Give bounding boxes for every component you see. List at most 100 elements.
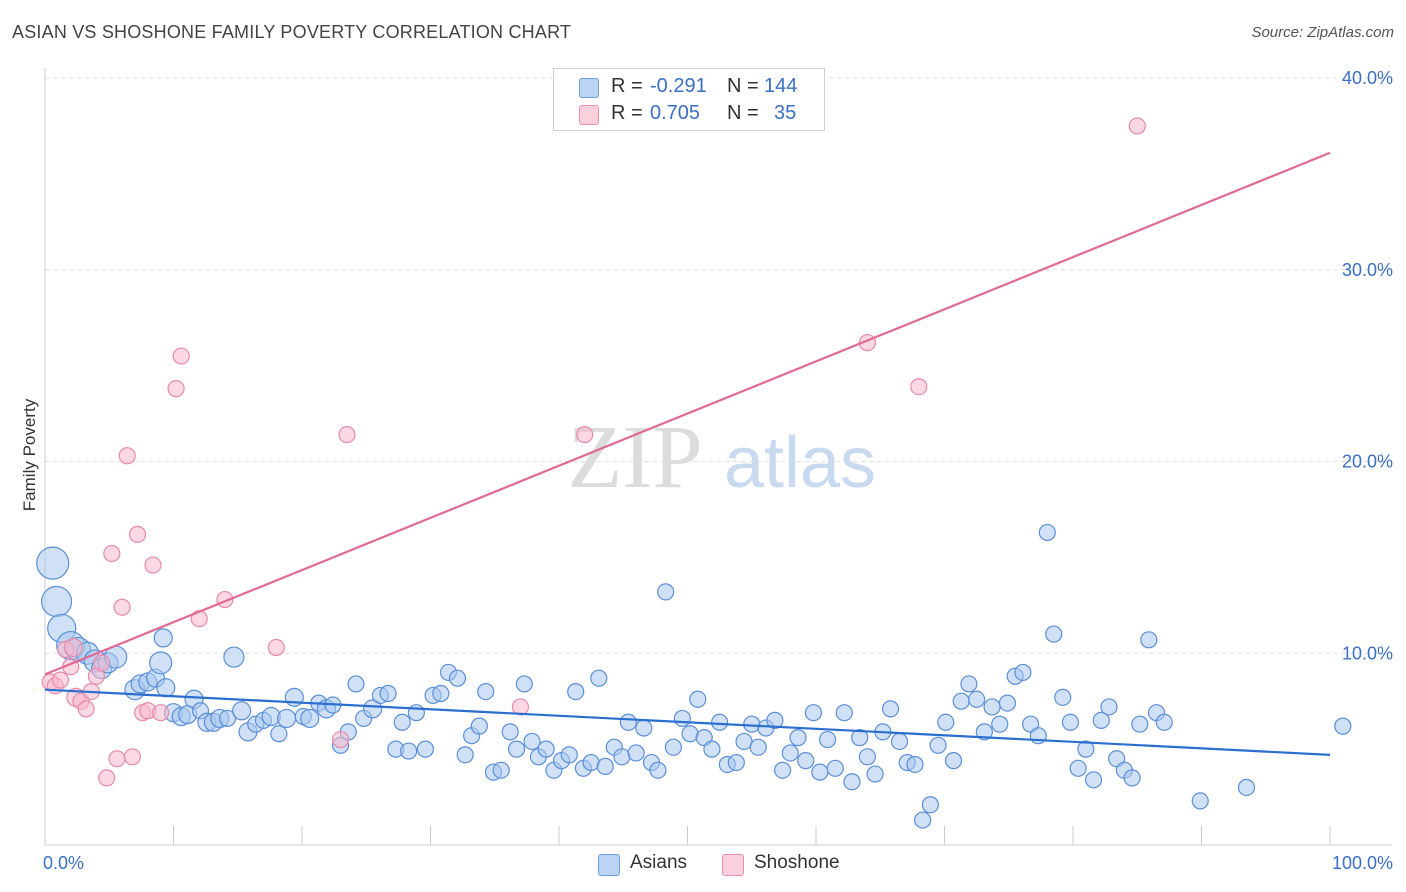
data-point bbox=[300, 708, 320, 729]
data-point bbox=[766, 711, 784, 729]
data-point bbox=[1084, 771, 1103, 789]
data-point bbox=[851, 729, 869, 747]
x-tick-label: 0.0% bbox=[43, 853, 84, 873]
data-point bbox=[613, 748, 631, 766]
legend-r-label: R = bbox=[611, 102, 643, 124]
data-point bbox=[108, 750, 126, 768]
data-point bbox=[835, 704, 853, 722]
series-asians bbox=[36, 523, 1352, 829]
data-point bbox=[929, 736, 947, 754]
data-point bbox=[582, 753, 600, 772]
data-point bbox=[511, 698, 530, 716]
data-point bbox=[843, 773, 861, 791]
data-point bbox=[910, 378, 928, 396]
data-point bbox=[711, 713, 729, 731]
data-point bbox=[960, 675, 978, 693]
data-point bbox=[890, 732, 909, 751]
data-point bbox=[567, 682, 585, 701]
data-point bbox=[338, 426, 356, 444]
data-point bbox=[267, 638, 285, 657]
data-point bbox=[627, 744, 645, 762]
data-point bbox=[560, 746, 578, 764]
data-point bbox=[773, 761, 792, 779]
data-point bbox=[103, 544, 121, 563]
data-point bbox=[63, 637, 83, 658]
data-point bbox=[118, 447, 136, 465]
data-point bbox=[858, 748, 877, 766]
data-point bbox=[937, 713, 955, 731]
data-point bbox=[36, 546, 70, 580]
data-point bbox=[781, 744, 799, 762]
data-point bbox=[727, 753, 745, 772]
data-point bbox=[448, 669, 467, 687]
data-point bbox=[400, 742, 418, 760]
data-point bbox=[167, 380, 185, 398]
data-point bbox=[804, 704, 823, 722]
data-point bbox=[507, 740, 526, 758]
gridlines bbox=[45, 77, 1392, 654]
data-point bbox=[1092, 711, 1110, 729]
trend-line-asians bbox=[44, 688, 1331, 756]
axes bbox=[44, 68, 1392, 846]
data-point bbox=[113, 598, 131, 616]
legend-swatch-asians bbox=[579, 78, 599, 98]
data-point bbox=[416, 740, 434, 758]
data-point bbox=[664, 738, 682, 756]
data-point bbox=[1123, 769, 1141, 787]
data-point bbox=[818, 730, 837, 749]
series-legend: Asians Shoshone bbox=[0, 852, 1406, 878]
data-point bbox=[673, 709, 691, 728]
legend-row-shoshone: R = 0.705 N = 35 bbox=[554, 102, 824, 126]
data-point bbox=[347, 675, 365, 693]
data-point bbox=[407, 704, 425, 722]
watermark-atlas: atlas bbox=[724, 423, 876, 503]
chart-title: ASIAN VS SHOSHONE FAMILY POVERTY CORRELA… bbox=[12, 22, 572, 42]
legend-swatch-shoshone bbox=[722, 854, 744, 876]
y-tick-label: 10.0% bbox=[1342, 643, 1393, 663]
legend-n-value: 35 bbox=[774, 102, 797, 124]
legend-r-value: 0.705 bbox=[650, 102, 701, 124]
data-point bbox=[975, 723, 993, 741]
data-point bbox=[51, 671, 70, 689]
legend-row-asians: R = -0.291 N = 144 bbox=[554, 75, 824, 99]
data-point bbox=[456, 746, 474, 764]
legend-swatch-shoshone bbox=[579, 105, 599, 125]
data-point bbox=[1131, 715, 1149, 733]
data-point bbox=[379, 684, 397, 703]
legend-r-value: -0.291 bbox=[650, 75, 707, 97]
legend-swatch-asians bbox=[598, 854, 620, 876]
data-point bbox=[1069, 759, 1087, 777]
data-point bbox=[596, 757, 614, 775]
data-point bbox=[657, 583, 675, 601]
data-point bbox=[1155, 713, 1173, 731]
legend-n-label: N = bbox=[727, 75, 759, 97]
data-point bbox=[1334, 717, 1352, 735]
data-point bbox=[811, 763, 829, 781]
data-point bbox=[152, 704, 170, 722]
y-tick-label: 20.0% bbox=[1342, 452, 1393, 472]
legend-r-label: R = bbox=[611, 75, 643, 97]
data-point bbox=[1061, 713, 1080, 731]
data-point bbox=[681, 725, 699, 743]
data-point bbox=[123, 748, 141, 766]
data-point bbox=[914, 811, 932, 829]
data-point bbox=[92, 654, 111, 672]
data-point bbox=[689, 690, 707, 708]
data-point bbox=[477, 682, 495, 701]
legend-label-asians: Asians bbox=[630, 852, 688, 873]
data-point bbox=[492, 761, 510, 779]
data-point bbox=[40, 585, 73, 618]
data-point bbox=[1191, 792, 1209, 810]
watermark-zip: ZIP bbox=[568, 408, 703, 507]
data-point bbox=[1045, 625, 1063, 643]
data-point bbox=[590, 669, 608, 687]
data-point bbox=[501, 723, 519, 741]
data-point bbox=[144, 556, 162, 574]
data-point bbox=[991, 715, 1009, 733]
data-point bbox=[128, 525, 147, 543]
data-point bbox=[1100, 698, 1118, 716]
data-point bbox=[1054, 688, 1072, 706]
data-point bbox=[515, 675, 533, 693]
chart-source: Source: ZipAtlas.com bbox=[1251, 24, 1394, 41]
